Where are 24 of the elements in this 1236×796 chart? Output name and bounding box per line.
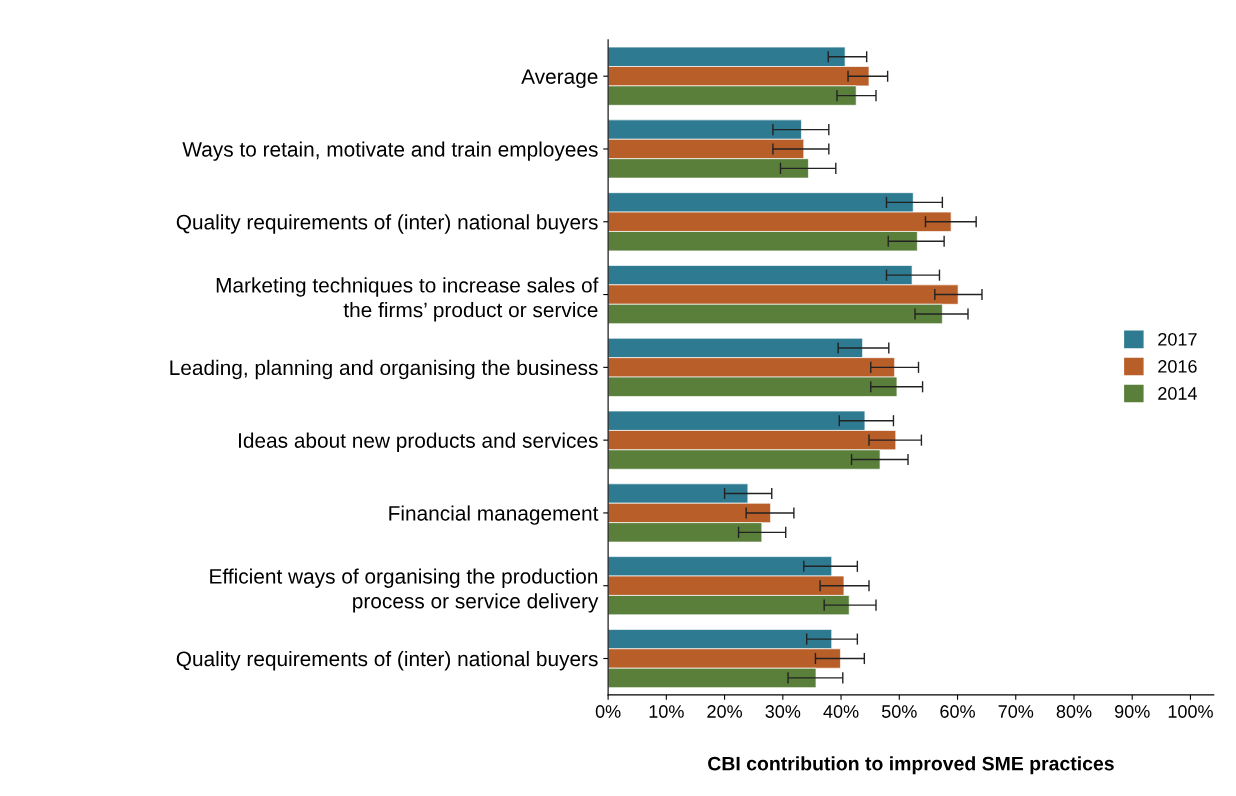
x-tick-label: 20% (707, 705, 743, 718)
legend-label: 2016 (1158, 360, 1197, 373)
y-tick-label: Quality requirements of (inter) national buyers (176, 650, 598, 671)
y-tick-label: Efficient ways of organising the production process or service delivery (210, 568, 599, 613)
x-axis-title: CBI contribution to improved SME practices (708, 756, 1114, 775)
y-tick-label: Marketing techniques to increase sales of the firms’ product or service (216, 277, 599, 322)
x-tick-label: 90% (1115, 705, 1150, 718)
y-tick-label: Average (521, 69, 598, 89)
legend-label: 2017 (1158, 332, 1197, 346)
y-tick-label: Leading, planning and organising the business (170, 359, 598, 380)
legend-label: 2014 (1158, 387, 1197, 400)
x-tick-label: 60% (940, 705, 975, 718)
x-tick-label: 40% (823, 705, 859, 718)
x-tick-label: 100% (1168, 705, 1213, 718)
y-tick-label: Ideas about new products and services (239, 432, 598, 453)
x-tick-label: 70% (998, 705, 1034, 718)
x-tick-label: 0% (595, 705, 621, 718)
x-tick-label: 50% (881, 705, 917, 718)
x-tick-label: 80% (1056, 705, 1092, 718)
x-tick-label: 10% (649, 705, 684, 718)
y-tick-label: Ways to retain, motivate and train employees (182, 141, 598, 161)
y-tick-label: Financial management (389, 505, 599, 525)
y-tick-label: Quality requirements of (inter) national buyers (176, 214, 598, 234)
x-tick-label: 30% (765, 705, 801, 718)
